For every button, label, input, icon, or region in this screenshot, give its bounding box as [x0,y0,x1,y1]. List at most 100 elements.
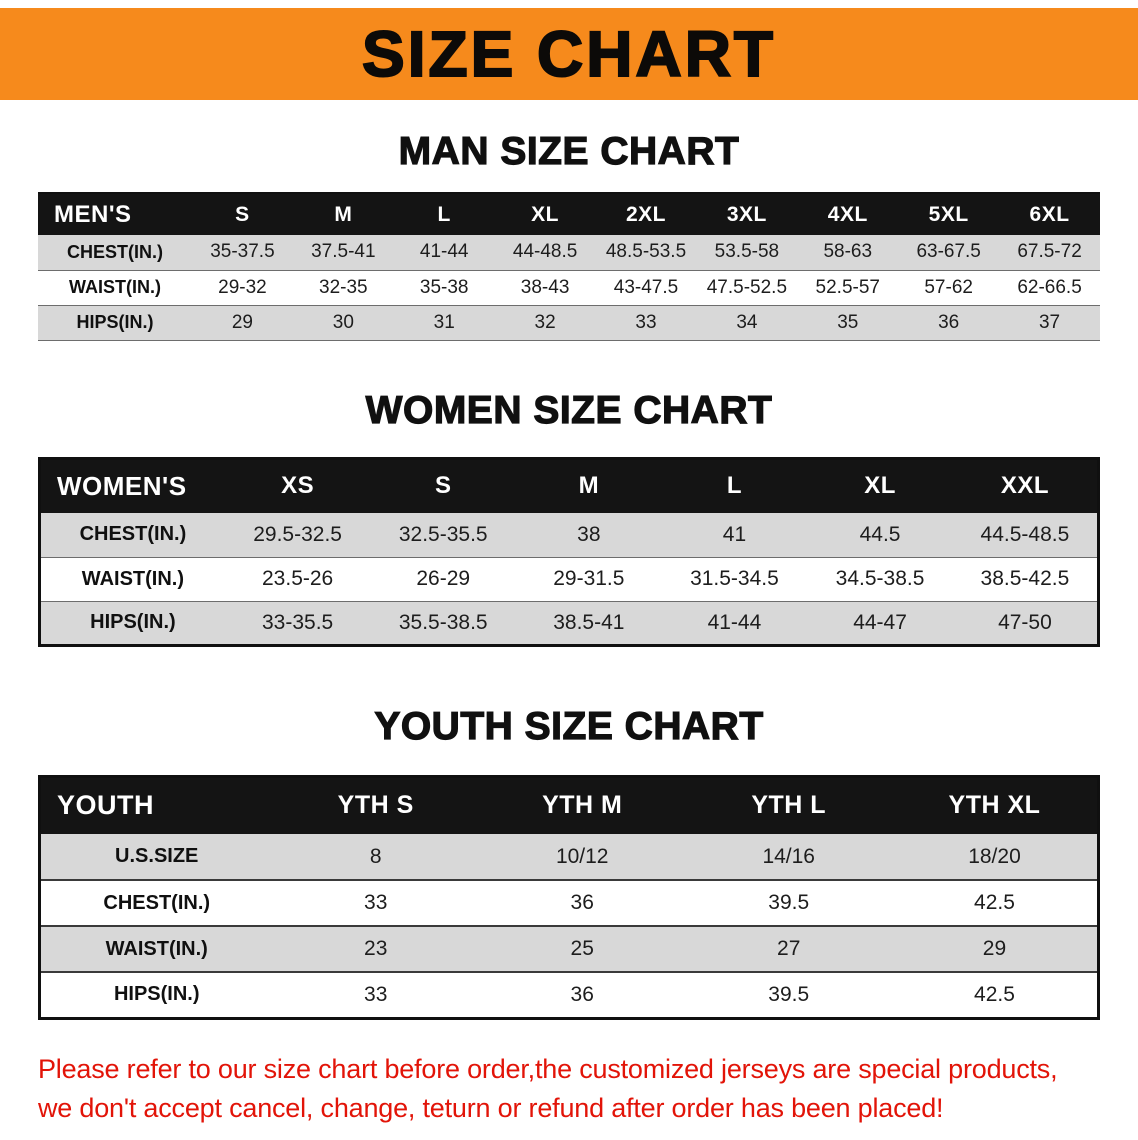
value-cell: 38-43 [494,270,596,306]
size-header-cell: YTH M [478,776,686,834]
banner-title: SIZE CHART [361,17,776,91]
value-cell: 31.5-34.5 [661,557,808,602]
value-cell: 23 [272,926,479,973]
value-cell: 29-31.5 [516,557,662,602]
table-header-row: YOUTH YTH S YTH M YTH L YTH XL [39,776,1099,834]
size-header-cell: M [516,458,662,513]
value-cell: 29 [191,305,293,341]
value-cell: 34 [696,305,798,341]
size-header-cell: XL [494,193,596,235]
value-cell: 39.5 [685,972,892,1019]
table-header-row: MEN'S S M L XL 2XL 3XL 4XL 5XL 6XL [38,193,1100,235]
value-cell: 29-32 [191,270,293,306]
size-header-cell: 2XL [595,193,697,235]
size-header-cell: XL [807,458,953,513]
men-section-heading: MAN SIZE CHART [398,129,740,173]
row-label-cell: WAIST(IN.) [38,270,192,306]
value-cell: 29 [891,926,1099,973]
value-cell: 14/16 [685,834,892,881]
value-cell: 35.5-38.5 [370,601,517,646]
value-cell: 58-63 [797,235,899,271]
value-cell: 35 [797,305,899,341]
size-header-cell: M [292,193,394,235]
table-row: HIPS(IN.) 33 36 39.5 42.5 [39,972,1099,1019]
table-row: CHEST(IN.) 33 36 39.5 42.5 [39,880,1099,927]
value-cell: 33 [272,880,479,927]
size-header-cell: XS [224,458,371,513]
value-cell: 35-37.5 [191,235,293,271]
row-label-cell: U.S.SIZE [39,834,273,881]
table-row: HIPS(IN.) 29 30 31 32 33 34 35 36 37 [38,305,1100,341]
value-cell: 32-35 [292,270,394,306]
value-cell: 43-47.5 [595,270,697,306]
row-label-cell: HIPS(IN.) [39,972,273,1019]
value-cell: 36 [478,880,686,927]
value-cell: 38.5-42.5 [952,557,1099,602]
size-header-cell: L [393,193,495,235]
value-cell: 37 [999,305,1100,341]
row-label-cell: HIPS(IN.) [39,601,225,646]
table-title-cell: MEN'S [38,193,192,235]
row-label-cell: CHEST(IN.) [38,235,192,271]
value-cell: 32 [494,305,596,341]
disclaimer-line-2: we don't accept cancel, change, teturn o… [38,1092,944,1123]
row-label-cell: WAIST(IN.) [39,557,225,602]
value-cell: 41-44 [393,235,495,271]
value-cell: 42.5 [891,880,1099,927]
value-cell: 38.5-41 [516,601,662,646]
row-label-cell: CHEST(IN.) [39,880,273,927]
value-cell: 67.5-72 [999,235,1100,271]
size-header-cell: 3XL [696,193,798,235]
size-header-cell: YTH XL [891,776,1099,834]
value-cell: 25 [478,926,686,973]
disclaimer: Please refer to our size chart before or… [0,1050,1138,1128]
value-cell: 33-35.5 [224,601,371,646]
women-size-table: WOMEN'S XS S M L XL XXL CHEST(IN.) 29.5-32.5 32.5… [38,456,1100,647]
value-cell: 10/12 [478,834,686,881]
row-label-cell: CHEST(IN.) [39,513,225,558]
value-cell: 35-38 [393,270,495,306]
value-cell: 62-66.5 [999,270,1100,306]
table-row: U.S.SIZE 8 10/12 14/16 18/20 [39,834,1099,881]
value-cell: 47.5-52.5 [696,270,798,306]
value-cell: 18/20 [891,834,1099,881]
disclaimer-line-1: Please refer to our size chart before or… [38,1053,1058,1084]
value-cell: 57-62 [898,270,1000,306]
size-header-cell: 6XL [999,193,1100,235]
value-cell: 34.5-38.5 [807,557,953,602]
row-label-cell: HIPS(IN.) [38,305,192,341]
row-label-cell: WAIST(IN.) [39,926,273,973]
value-cell: 36 [898,305,1000,341]
table-header-row: WOMEN'S XS S M L XL XXL [39,458,1099,513]
size-header-cell: YTH S [272,776,479,834]
value-cell: 29.5-32.5 [224,513,371,558]
value-cell: 33 [595,305,697,341]
women-section-heading: WOMEN SIZE CHART [365,388,773,432]
size-header-cell: S [370,458,517,513]
value-cell: 52.5-57 [797,270,899,306]
table-row: WAIST(IN.) 29-32 32-35 35-38 38-43 43-47.5 47.… [38,270,1100,306]
value-cell: 32.5-35.5 [370,513,517,558]
value-cell: 8 [272,834,479,881]
men-size-table: MEN'S S M L XL 2XL 3XL 4XL 5XL 6XL CHEST(IN.) 35-37… [38,192,1100,341]
table-title-cell: YOUTH [39,776,273,834]
value-cell: 53.5-58 [696,235,798,271]
youth-section-heading: YOUTH SIZE CHART [374,704,764,748]
value-cell: 30 [292,305,394,341]
value-cell: 44-48.5 [494,235,596,271]
value-cell: 41-44 [661,601,808,646]
value-cell: 37.5-41 [292,235,394,271]
value-cell: 63-67.5 [898,235,1000,271]
size-chart-banner: SIZE CHART [0,8,1138,100]
size-header-cell: XXL [952,458,1099,513]
value-cell: 44-47 [807,601,953,646]
table-row: HIPS(IN.) 33-35.5 35.5-38.5 38.5-41 41-44 44-… [39,601,1099,646]
value-cell: 42.5 [891,972,1099,1019]
value-cell: 36 [478,972,686,1019]
value-cell: 44.5-48.5 [952,513,1099,558]
value-cell: 27 [685,926,892,973]
size-header-cell: YTH L [685,776,892,834]
value-cell: 26-29 [370,557,517,602]
table-row: CHEST(IN.) 35-37.5 37.5-41 41-44 44-48.5 48.5… [38,235,1100,271]
value-cell: 44.5 [807,513,953,558]
